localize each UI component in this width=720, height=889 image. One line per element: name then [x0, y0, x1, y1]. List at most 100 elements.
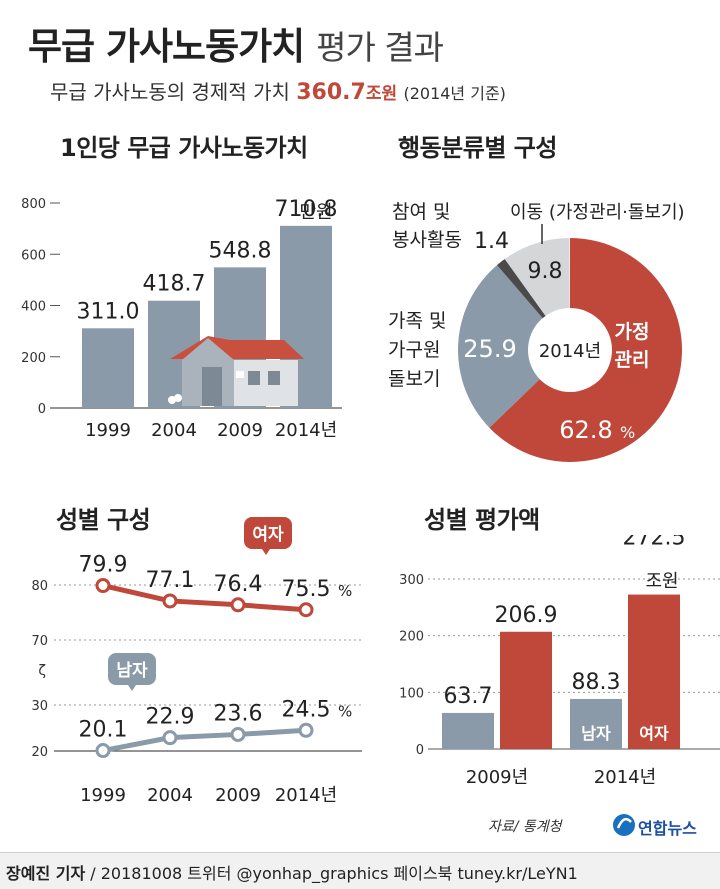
series-line-0: [102, 583, 307, 613]
source-note: 자료/ 통계청: [488, 819, 562, 835]
legend-male-label: 남자: [116, 661, 148, 681]
gender-share-chart: 80 70 30 20 ζ 1999 2004 2009 2014년 79.9 77.1 76.4 7…: [31, 517, 362, 806]
series-point: [162, 593, 178, 609]
series-point: [95, 743, 111, 759]
bar-남자-2009년: [442, 712, 494, 749]
legend-female: 여자: [244, 517, 292, 555]
bar-value-label: 710.8: [275, 197, 338, 222]
ytick-label: 200: [399, 630, 424, 645]
xtick-label: 2009: [217, 420, 263, 441]
ytick-label: 80: [31, 579, 48, 594]
ytick-label: 400: [21, 300, 46, 315]
ytick-label: 30: [31, 699, 48, 714]
label-move: 이동 (가정관리·돌보기): [510, 202, 685, 223]
slice-value-home: 62.8: [559, 416, 612, 444]
series-value-label: 79.9: [79, 553, 128, 578]
label-volunteer-2: 봉사활동: [392, 229, 462, 251]
xtick-label: 2009년: [466, 767, 528, 788]
footer-bar: [0, 852, 720, 889]
per-capita-chart: 0 200 400 600 800 311.0 1999 418.7 2004 548.8 200…: [21, 197, 342, 441]
gender-value-title: 성별 평가액: [424, 506, 540, 534]
series-value-label: 77.1: [146, 568, 195, 593]
series-point: [298, 602, 314, 618]
bar-series-label: 여자: [639, 724, 669, 743]
ytick-label: 100: [399, 686, 424, 701]
gender-value-chart: 0 100 200 300 2009년 2014년 63.7 206.9 88.3 남자 272.…: [399, 535, 720, 788]
yonhap-logo: 연합뉴스: [612, 810, 712, 840]
house-illustration: [168, 336, 304, 406]
slice-unit: %: [620, 423, 635, 442]
series-value-label: 22.9: [146, 705, 195, 730]
activity-donut-chart: 2014년 가정 관리 62.8 % 25.9 가족 및 가구원 돌보기 참여 …: [388, 201, 685, 462]
per-capita-title: 1인당 무급 가사노동가치: [60, 134, 308, 162]
slice-1: [458, 265, 570, 428]
activity-title: 행동분류별 구성: [398, 134, 557, 162]
bar-여자-2009년: [500, 631, 552, 749]
xtick-label: 2009: [215, 785, 261, 806]
slice-value-volunteer: 1.4: [474, 229, 509, 254]
ytick-label: 200: [21, 351, 46, 366]
bar-남자-2014년: [570, 698, 622, 749]
title-bold: 무급 가사노동가치: [28, 25, 305, 68]
ytick-label: 20: [31, 745, 48, 760]
xtick-label: 2014년: [275, 785, 337, 806]
footer-credit-rest: / 20181008 트위터 @yonhap_graphics 페이스북 tun…: [85, 864, 578, 883]
bar-series-label: 남자: [581, 724, 611, 743]
bar-value-label: 311.0: [77, 299, 140, 324]
footer-credit: 장예진 기자 / 20181008 트위터 @yonhap_graphics 페…: [6, 860, 578, 884]
per-capita-unit: 만원: [299, 202, 332, 223]
bar-value-label: 548.8: [209, 238, 272, 263]
series-value-label: 76.4: [214, 572, 263, 597]
bar-value-label: 88.3: [572, 670, 621, 695]
subtitle-value: 360.7: [296, 80, 366, 105]
ytick-label: 300: [399, 573, 424, 588]
footer-credit-author: 장예진 기자: [6, 864, 86, 883]
subtitle-note: (2014년 기준): [403, 84, 506, 103]
slice-label-home-2: 관리: [615, 349, 650, 371]
slice-label-home-1: 가정: [615, 321, 650, 343]
bar-value-label: 206.9: [495, 603, 558, 628]
donut-center-label: 2014년: [539, 341, 601, 362]
xtick-label: 1999: [85, 420, 131, 441]
slice-value-care: 25.9: [463, 335, 516, 363]
gender-title: 성별 구성: [56, 506, 151, 534]
series-unit: %: [338, 582, 352, 600]
series-point: [298, 722, 314, 738]
yonhap-logo-text: 연합뉴스: [638, 819, 697, 838]
yonhap-logo-icon: [613, 814, 635, 836]
ytick-label: 0: [38, 402, 46, 417]
gender-value-unit: 조원: [645, 571, 678, 592]
label-care-1: 가족 및: [388, 310, 446, 332]
xtick-label: 1999: [80, 785, 126, 806]
subtitle: 무급 가사노동의 경제적 가치 360.7조원 (2014년 기준): [50, 76, 506, 105]
subtitle-prefix: 무급 가사노동의 경제적 가치: [50, 80, 290, 104]
series-line-1: [102, 727, 307, 753]
bar-1999: [82, 328, 134, 408]
legend-male: 남자: [108, 653, 156, 691]
slice-value-move: 9.8: [528, 259, 563, 284]
series-unit: %: [338, 702, 352, 720]
label-volunteer-1: 참여 및: [392, 201, 450, 223]
series-point: [95, 578, 111, 594]
xtick-label: 2014년: [275, 420, 337, 441]
xtick-label: 2004: [151, 420, 197, 441]
page-title: 무급 가사노동가치 평가 결과: [28, 16, 444, 70]
series-value-label: 24.5: [282, 697, 331, 722]
xtick-label: 2014년: [594, 767, 656, 788]
ytick-label: 800: [21, 197, 46, 212]
ytick-label: 70: [31, 634, 48, 649]
label-care-2: 가구원: [388, 339, 440, 361]
series-value-label: 75.5: [282, 577, 331, 602]
series-point: [162, 730, 178, 746]
bar-value-label: 418.7: [143, 272, 206, 297]
legend-female-label: 여자: [252, 525, 284, 545]
ytick-label: 600: [21, 248, 46, 263]
series-value-label: 23.6: [214, 701, 263, 726]
title-light: 평가 결과: [316, 28, 444, 67]
subtitle-unit: 조원: [365, 84, 398, 104]
ytick-label: 0: [416, 743, 424, 758]
series-point: [230, 597, 246, 613]
label-care-3: 돌보기: [388, 368, 440, 390]
bar-여자-2014년: [628, 594, 680, 749]
bar-value-label: 63.7: [444, 684, 493, 709]
